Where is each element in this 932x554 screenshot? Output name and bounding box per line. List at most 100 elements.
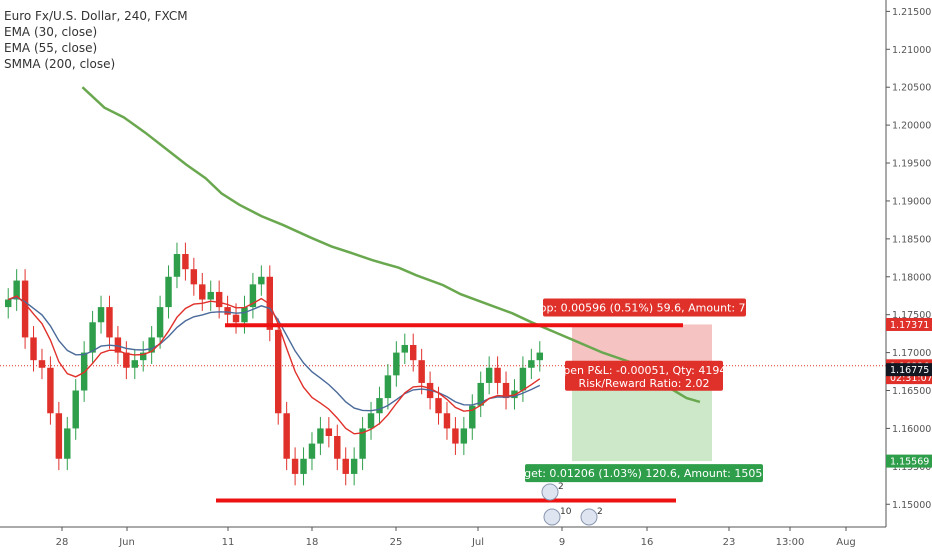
candle-body xyxy=(401,345,408,353)
candle-body xyxy=(72,390,79,429)
price-tick-label: 1.20000 xyxy=(892,121,931,132)
chart-header: Euro Fx/U.S. Dollar, 240, FXCM EMA (30, … xyxy=(4,8,188,72)
price-axis: 1.150001.155001.160001.165001.170001.175… xyxy=(885,0,932,550)
candle-body xyxy=(536,352,543,361)
event-count: 2 xyxy=(597,507,603,517)
target-label-bg xyxy=(525,464,763,483)
candle-body xyxy=(64,428,71,459)
candle-body xyxy=(317,428,324,444)
candle-body xyxy=(114,337,122,353)
price-tick-label: 1.18500 xyxy=(892,234,931,245)
time-axis: 28 Jun 11 18 25 Jul 9 16 23 13:00 Aug xyxy=(0,526,886,548)
event-flag-icon xyxy=(580,508,598,526)
stop-label: Stop: 0.00596 (0.51%) 59.6, Amount: 750 xyxy=(528,298,760,317)
candle-body xyxy=(350,458,358,474)
candle-body xyxy=(308,443,316,459)
candle-body xyxy=(30,337,37,361)
price-tag-label: 1.15569 xyxy=(890,457,929,468)
candle-body xyxy=(469,405,476,429)
target-label: Target: 0.01206 (1.03%) 120.6, Amount: 1… xyxy=(507,464,780,483)
candle-body xyxy=(452,428,459,444)
candle-body xyxy=(97,307,105,323)
candle-body xyxy=(173,254,181,277)
candle-body xyxy=(5,299,12,308)
candle-body xyxy=(21,280,29,338)
candle-body xyxy=(232,314,240,323)
candle-body xyxy=(519,367,527,391)
price-tick-label: 1.17500 xyxy=(892,310,931,321)
time-tick-label: 11 xyxy=(222,537,235,548)
candle-body xyxy=(123,352,130,368)
time-tick-label: Jul xyxy=(471,537,484,548)
candle-body xyxy=(300,458,307,474)
candle-body xyxy=(275,329,282,414)
candle-body xyxy=(47,367,54,414)
events-group: 2 10 2 xyxy=(541,482,603,526)
pnl-label-text: Open P&L: -0.00051, Qty: 41946 xyxy=(555,364,734,377)
indicator-ema30[interactable]: EMA (30, close) xyxy=(4,25,98,39)
candle-body xyxy=(140,352,147,361)
price-tag xyxy=(886,317,932,331)
candle-body xyxy=(342,458,349,474)
candle-body xyxy=(334,436,341,459)
stop-label-bg xyxy=(543,298,746,317)
candle-body xyxy=(207,291,214,300)
candle-body xyxy=(410,345,417,361)
time-tick-label: 13:00 xyxy=(776,537,805,548)
smma200-line xyxy=(81,86,701,404)
candles-group xyxy=(5,242,543,486)
target-label-text: Target: 0.01206 (1.03%) 120.6, Amount: 1… xyxy=(507,467,780,480)
candle-body xyxy=(367,413,375,429)
price-tick-label: 1.18000 xyxy=(892,272,931,283)
time-tick-label: Jun xyxy=(118,537,135,548)
event-count: 10 xyxy=(560,507,572,517)
time-tick-label: 16 xyxy=(641,537,654,548)
rr-label-text: Risk/Reward Ratio: 2.02 xyxy=(579,377,710,390)
candle-body xyxy=(55,413,63,459)
candle-body xyxy=(291,458,299,474)
price-tick-label: 1.16000 xyxy=(892,424,931,435)
time-tick-label: 18 xyxy=(306,537,319,548)
candle-body xyxy=(38,360,46,368)
event-count: 2 xyxy=(558,482,564,492)
candle-body xyxy=(325,428,333,437)
pnl-label: Open P&L: -0.00051, Qty: 41946Risk/Rewar… xyxy=(555,360,734,391)
candle-body xyxy=(460,428,468,444)
price-tick-label: 1.15000 xyxy=(892,500,931,511)
time-tick-label: 25 xyxy=(390,537,403,548)
price-tick-label: 1.21000 xyxy=(892,45,931,56)
candle-body xyxy=(13,280,20,300)
time-tick-label: Aug xyxy=(836,537,856,548)
indicator-smma200[interactable]: SMMA (200, close) xyxy=(4,57,116,71)
candle-body xyxy=(148,337,155,353)
candle-body xyxy=(249,284,257,308)
candle-body xyxy=(443,413,451,429)
ema30-line xyxy=(7,295,541,435)
price-tag-label: 02:31:07 xyxy=(890,373,932,384)
price-tick-label: 1.21500 xyxy=(892,7,931,18)
candle-body xyxy=(376,398,383,414)
candle-body xyxy=(435,398,442,414)
candle-body xyxy=(106,307,113,338)
price-tick-label: 1.20500 xyxy=(892,83,931,94)
indicator-ema55[interactable]: EMA (55, close) xyxy=(4,41,98,55)
candle-body xyxy=(485,367,493,383)
candle-body xyxy=(165,276,172,308)
price-tag xyxy=(886,363,932,377)
pnl-label-bg xyxy=(565,360,723,391)
candle-body xyxy=(528,360,535,368)
candle-body xyxy=(182,254,189,270)
candle-body xyxy=(241,307,248,323)
price-tag-label: 1.17371 xyxy=(890,320,929,331)
candle-body xyxy=(502,382,510,399)
price-tick-label: 1.19000 xyxy=(892,196,931,207)
price-tick-label: 1.19500 xyxy=(892,159,931,170)
candle-body xyxy=(511,390,518,399)
candle-body xyxy=(494,367,501,383)
symbol-title[interactable]: Euro Fx/U.S. Dollar, 240, FXCM xyxy=(4,9,188,23)
candle-body xyxy=(224,307,231,315)
time-tick-label: 23 xyxy=(723,537,736,548)
price-tick-label: 1.17000 xyxy=(892,348,931,359)
